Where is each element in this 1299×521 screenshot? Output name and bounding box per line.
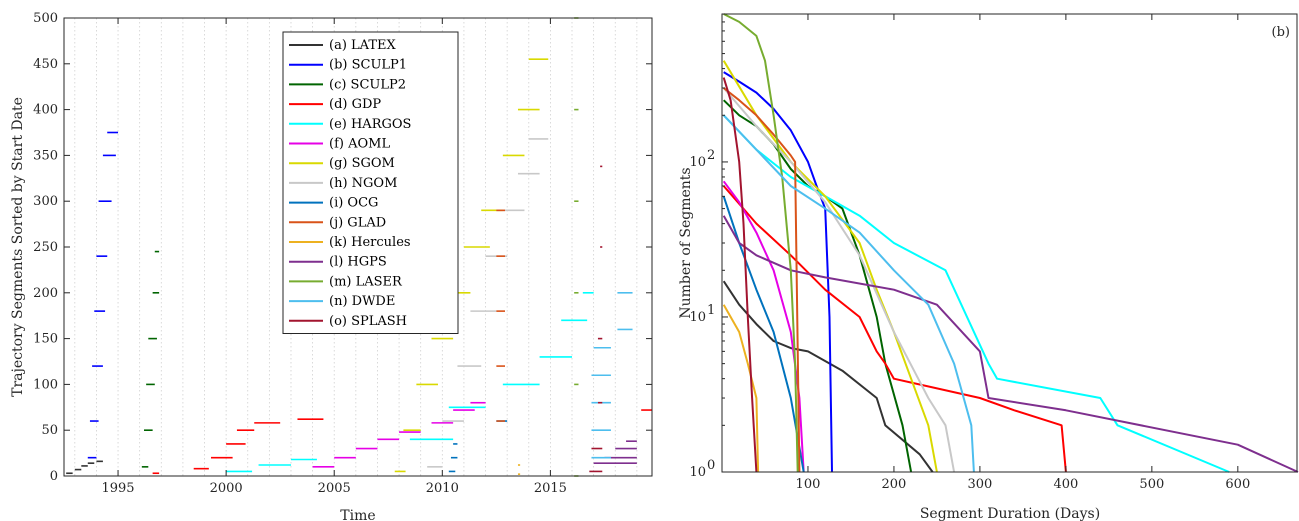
legend-entry: (n) DWDE (329, 294, 395, 309)
series--c-sculp2 (141, 250, 160, 468)
plot-frame (721, 13, 1298, 473)
x-tick-label: 1995 (101, 481, 134, 496)
legend-entry: (c) SCULP2 (329, 77, 406, 92)
y-axis-label: Number of Segments (678, 167, 694, 318)
y-axis-label: Trajectory Segments Sorted by Start Date (10, 97, 26, 397)
series-line--h-ngom (722, 87, 956, 473)
y-tick-label: 200 (33, 286, 58, 301)
series--l-hgps (593, 440, 637, 464)
series--m-laser (574, 17, 579, 477)
series--j-glad (496, 209, 505, 422)
series--k-hercules (517, 464, 521, 475)
series-line--k-hercules (722, 304, 760, 473)
series-line--f-aoml (722, 180, 805, 473)
y-tick-label: 300 (33, 194, 58, 209)
series--n-dwde (591, 291, 633, 459)
series-line--g-sgom (722, 60, 938, 473)
x-tick-label: 200 (882, 477, 907, 492)
y-tick-label: 450 (33, 57, 58, 72)
legend-entry: (b) SCULP1 (329, 58, 407, 73)
legend-entry: (k) Hercules (329, 235, 411, 250)
legend-entry: (j) GLAD (329, 215, 386, 230)
series-line--j-glad (723, 87, 801, 473)
series-line--i-ocg (722, 195, 805, 473)
y-tick-exponent: 1 (707, 303, 715, 318)
x-tick-label: 2015 (534, 481, 567, 496)
x-tick-label: 2000 (210, 481, 243, 496)
x-tick-label: 300 (967, 477, 992, 492)
legend: (a) LATEX (b) SCULP1 (c) SCULP2 (d) GDP (e) … (282, 31, 459, 334)
legend-entry: (m) LASER (329, 274, 403, 289)
y-tick-label: 0 (50, 469, 58, 484)
y-tick-label: 350 (33, 148, 58, 163)
x-tick-label: 500 (1139, 477, 1164, 492)
legend-entry: (i) OCG (329, 196, 378, 211)
x-axis-label: Segment Duration (Days) (920, 506, 1100, 521)
series--d-gdp (152, 409, 652, 475)
x-tick-label: 600 (1225, 477, 1250, 492)
legend-entry: (o) SPLASH (329, 314, 407, 329)
y-tick-label: 500 (33, 11, 58, 26)
x-tick-label: 100 (796, 477, 821, 492)
series-line--e-hargos (722, 114, 1230, 473)
series--o-splash (589, 165, 603, 473)
series-line--o-splash (722, 77, 758, 473)
series--e-hargos (226, 291, 594, 473)
legend-entry: (f) AOML (329, 137, 390, 152)
series-line--m-laser (723, 13, 799, 473)
legend-entry: (a) LATEX (329, 38, 396, 53)
series--b-sculp1 (87, 131, 119, 459)
x-tick-label: 400 (1053, 477, 1078, 492)
x-tick-label: 2010 (426, 481, 459, 496)
series-line--l-hgps (722, 215, 1299, 473)
y-tick-label: 150 (33, 332, 58, 347)
series-line--a-latex (722, 280, 934, 473)
legend-entry: (g) SGOM (329, 156, 395, 171)
y-tick-label: 10 (689, 465, 706, 480)
y-tick-label: 10 (689, 155, 706, 170)
panel-a-timeline-chart: 1995 2000 2005 2010 2015 0 50 100 150 200 250 300 35… (10, 11, 653, 521)
series-line--d-gdp (722, 185, 1067, 473)
y-tick-label: 50 (41, 423, 58, 438)
x-tick-label: 2005 (318, 481, 351, 496)
legend-entry: (d) GDP (329, 97, 381, 112)
chart-marks (722, 13, 1299, 473)
y-tick-label: 100 (33, 377, 58, 392)
y-tick-exponent: 2 (707, 148, 715, 163)
series--f-aoml (312, 401, 486, 468)
legend-entry: (h) NGOM (329, 176, 397, 191)
series-line--n-dwde (722, 114, 975, 473)
series--a-latex (66, 460, 103, 475)
series-line--b-sculp1 (723, 71, 833, 473)
panel-label: (b) (1272, 25, 1290, 40)
legend-entry: (e) HARGOS (329, 117, 411, 132)
y-tick-label: 400 (33, 103, 58, 118)
series--i-ocg (448, 420, 508, 473)
chart-marks (66, 17, 652, 477)
y-tick-label: 250 (33, 240, 58, 255)
axis-ticks: 1995 2000 2005 2010 2015 0 50 100 150 200 250 300 35… (33, 11, 652, 496)
y-tick-exponent: 0 (707, 458, 715, 473)
x-axis-label: Time (340, 508, 375, 521)
y-tick-label: 10 (689, 310, 706, 325)
legend-entry: (l) HGPS (329, 255, 387, 270)
